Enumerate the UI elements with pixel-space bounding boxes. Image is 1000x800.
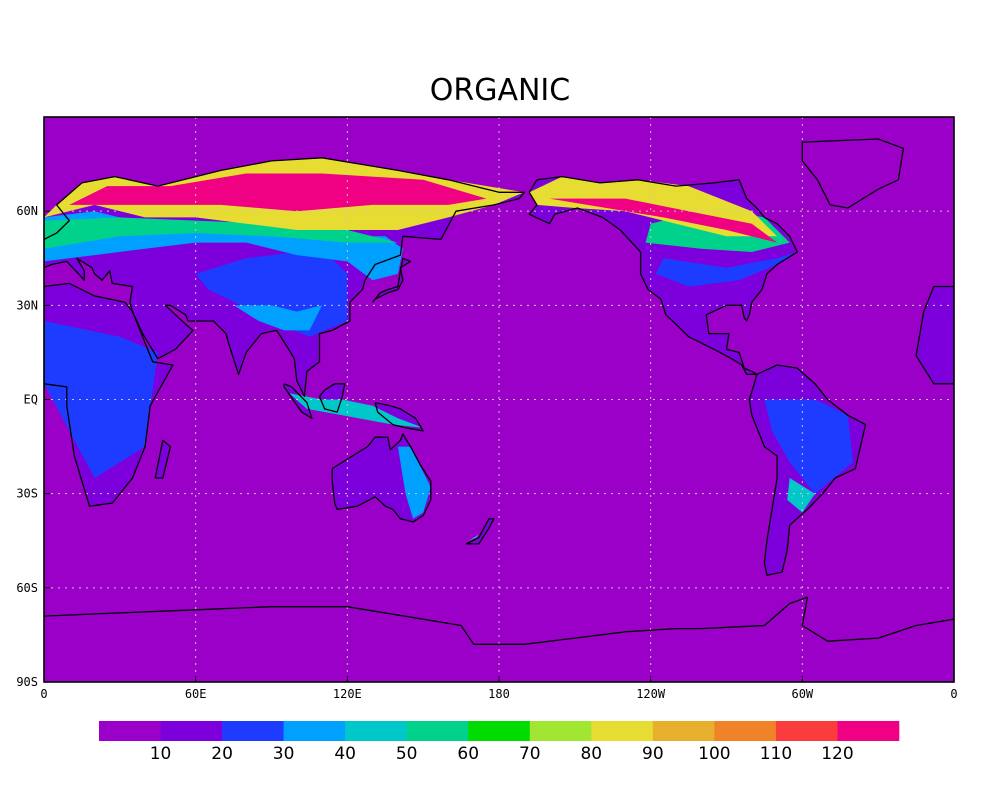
australia-field — [397, 446, 431, 519]
sam-coastline — [748, 364, 867, 576]
colorbar-swatch — [283, 721, 346, 741]
colorbar-swatch — [652, 721, 715, 741]
borneo-coastline — [318, 383, 346, 413]
lon-tick-label: 0 — [950, 687, 957, 701]
africaW-coastline — [44, 282, 174, 507]
lat-tick-label: 60N — [16, 204, 38, 218]
colorbar-label: 40 — [334, 744, 356, 764]
lon-tick-label: 60E — [185, 687, 207, 701]
colorbar-swatch — [406, 721, 469, 741]
sumatra-coastline — [283, 383, 313, 419]
colorbar-swatch — [837, 721, 900, 741]
lon-tick-label: 60W — [791, 687, 813, 701]
colorbar-swatch — [222, 721, 284, 741]
madagascar-land — [155, 440, 171, 478]
lon-tick-label: 120E — [333, 687, 362, 701]
colorbar-label: 10 — [150, 744, 172, 764]
lon-tick-label: 180 — [488, 687, 510, 701]
concentration-field — [44, 139, 954, 682]
europe-field — [44, 217, 398, 249]
antarctica-land — [44, 597, 954, 682]
eurasia-coastline — [44, 157, 525, 398]
colorbar-label: 110 — [760, 744, 792, 764]
newguinea-coastline — [374, 401, 424, 432]
colorbar-swatch — [714, 721, 777, 741]
japan-coastline — [372, 257, 412, 303]
australia-coastline — [331, 433, 432, 523]
lat-tick-label: EQ — [24, 393, 38, 407]
colorbar-label: 100 — [698, 744, 730, 764]
indonesia-field — [289, 393, 424, 428]
north-america-field — [655, 252, 798, 287]
south-america-field — [764, 399, 853, 494]
south-america-field — [787, 478, 815, 513]
lat-lon-grid — [44, 117, 954, 682]
sumatra-land — [284, 383, 312, 419]
africaE-coastline — [915, 285, 954, 385]
africa-land — [916, 286, 954, 384]
lat-tick-label: 60S — [16, 581, 38, 595]
colorbar-label: 50 — [396, 744, 418, 764]
antarctica-coastline — [44, 596, 954, 645]
colorbar-swatch — [529, 721, 592, 741]
nz-coastline — [465, 518, 495, 545]
colorbar-swatch — [160, 721, 223, 741]
colorbar-label: 80 — [580, 744, 602, 764]
map-title: ORGANIC — [430, 73, 570, 108]
colorbar-swatch — [468, 721, 531, 741]
colorbar-swatch — [99, 721, 161, 741]
greenland-coastline — [801, 138, 905, 209]
plot-area — [44, 117, 954, 682]
lat-tick-label: 30N — [16, 298, 38, 312]
colorbar-label: 60 — [457, 744, 479, 764]
colorbar-label: 90 — [642, 744, 664, 764]
colorbar: 10 20 30 40 50 60 70 80 90 100 110 120 — [99, 721, 900, 764]
greenland-land — [802, 139, 904, 208]
colorbar-label: 120 — [821, 744, 853, 764]
colorbar-swatch — [345, 721, 407, 741]
colorbar-swatch — [775, 721, 838, 741]
colorbar-label: 30 — [273, 744, 295, 764]
lon-tick-label: 120W — [636, 687, 666, 701]
coastlines — [44, 138, 954, 645]
lat-tick-label: 90S — [16, 675, 38, 689]
nam-coastline — [528, 175, 798, 376]
siberia-field — [69, 173, 487, 212]
colorbar-label: 20 — [211, 744, 233, 764]
madagascar-coastline — [154, 439, 172, 479]
lon-tick-label: 0 — [40, 687, 47, 701]
lat-tick-label: 30S — [16, 487, 38, 501]
colorbar-label: 70 — [519, 744, 541, 764]
colorbar-swatch — [591, 721, 654, 741]
new-zealand-land — [466, 518, 494, 544]
asia-field — [233, 305, 323, 331]
canada-field — [549, 198, 778, 243]
